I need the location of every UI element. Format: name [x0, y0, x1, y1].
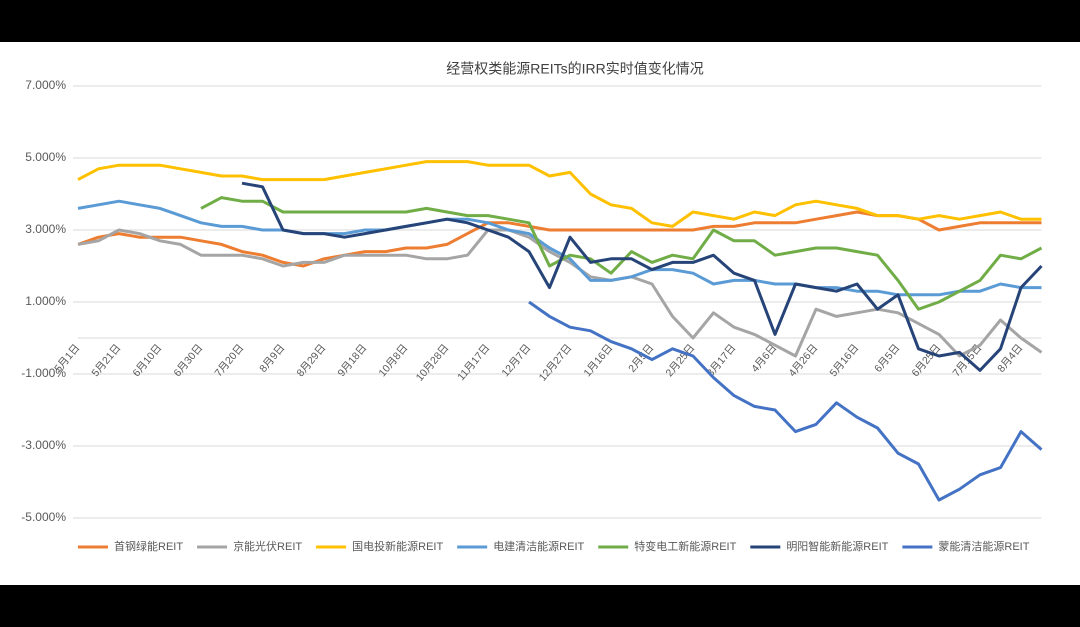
chart-background — [0, 42, 1080, 585]
series-line — [77, 160, 1042, 228]
legend-item: 明阳智能新能源REIT — [750, 539, 889, 553]
legend-label: 蒙能清洁能源REIT — [938, 539, 1029, 553]
y-tick-label: 7.000% — [25, 78, 66, 92]
legend-label: 首钢绿能REIT — [114, 539, 183, 553]
y-tick-label: 3.000% — [25, 222, 66, 236]
series-line — [77, 199, 1042, 297]
legend-item: 特变电工新能源REIT — [598, 539, 737, 553]
legend-item: 京能光伏REIT — [197, 539, 302, 553]
chart-title: 经营权类能源REITs的IRR实时值变化情况 — [446, 61, 703, 77]
legend-label: 特变电工新能源REIT — [634, 539, 736, 553]
y-tick-label: -1.000% — [21, 366, 66, 380]
legend-label: 电建清洁能源REIT — [493, 539, 584, 553]
y-tick-label: -3.000% — [21, 438, 66, 452]
legend-label: 京能光伏REIT — [233, 539, 302, 553]
series-line — [200, 196, 1043, 311]
y-tick-label: -5.000% — [21, 510, 66, 524]
series-line — [77, 228, 1043, 358]
legend-item: 蒙能清洁能源REIT — [902, 539, 1030, 553]
legend-item: 电建清洁能源REIT — [457, 539, 585, 553]
y-tick-label: 5.000% — [25, 150, 66, 164]
legend-label: 国电投新能源REIT — [352, 539, 443, 553]
legend-label: 明阳智能新能源REIT — [786, 539, 888, 553]
legend-item: 首钢绿能REIT — [78, 539, 183, 553]
series-line — [528, 300, 1043, 502]
series-line — [241, 181, 1043, 372]
y-tick-label: 1.000% — [25, 294, 66, 308]
legend-item: 国电投新能源REIT — [316, 539, 443, 553]
